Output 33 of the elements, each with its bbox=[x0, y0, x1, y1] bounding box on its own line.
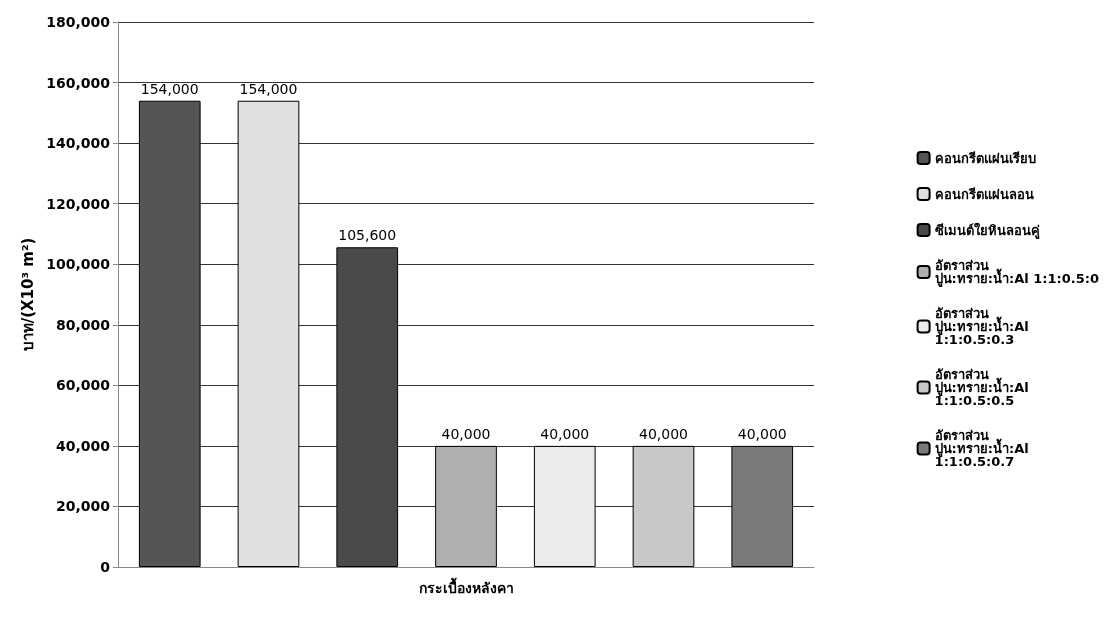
bar bbox=[237, 100, 300, 567]
y-tick-label: 60,000 bbox=[55, 377, 111, 394]
legend-label: อัตราส่วน ปูน:ทราย:น้ำ:Al 1:1:0.5:0 bbox=[934, 258, 1100, 287]
y-tick-label: 20,000 bbox=[55, 498, 111, 515]
y-tick-label: 180,000 bbox=[46, 14, 111, 30]
legend-label: คอนกรีตแผ่นลอน bbox=[934, 186, 1034, 202]
data-label: 40,000 bbox=[737, 425, 787, 442]
y-axis-title: บาท/(X10³ m²) bbox=[18, 237, 37, 352]
bar bbox=[435, 445, 497, 567]
bar bbox=[533, 445, 596, 567]
bar bbox=[138, 100, 201, 567]
bar bbox=[731, 445, 794, 567]
data-label: 154,000 bbox=[140, 80, 199, 97]
y-tick-label: 140,000 bbox=[46, 135, 111, 152]
bar bbox=[336, 247, 399, 567]
x-tick-label: กระเบื้องหลังคา bbox=[418, 577, 514, 596]
y-tick-label: 120,000 bbox=[46, 195, 111, 212]
legend-label: คอนกรีตแผ่นเรียบ bbox=[934, 150, 1036, 166]
legend-label: อัตราส่วน ปูน:ทราย:น้ำ:Al 1:1:0.5:0.5 bbox=[934, 367, 1034, 408]
data-label: 154,000 bbox=[239, 80, 298, 97]
y-tick-label: 0 bbox=[100, 559, 111, 575]
y-tick-label: 100,000 bbox=[46, 256, 111, 273]
data-label: 40,000 bbox=[441, 425, 491, 442]
data-label: 40,000 bbox=[540, 425, 590, 442]
legend-label: อัตราส่วน ปูน:ทราย:น้ำ:Al 1:1:0.5:0.7 bbox=[934, 428, 1034, 469]
legend-label: ซีเมนต์ใยหินลอนคู่ bbox=[934, 221, 1040, 239]
y-tick-label: 80,000 bbox=[55, 316, 111, 333]
bar bbox=[632, 445, 695, 567]
y-tick-label: 40,000 bbox=[55, 437, 111, 454]
data-label: 40,000 bbox=[639, 425, 689, 442]
data-label: 105,600 bbox=[338, 227, 397, 244]
legend-label: อัตราส่วน ปูน:ทราย:น้ำ:Al 1:1:0.5:0.3 bbox=[934, 306, 1034, 347]
y-tick-label: 160,000 bbox=[46, 74, 111, 91]
